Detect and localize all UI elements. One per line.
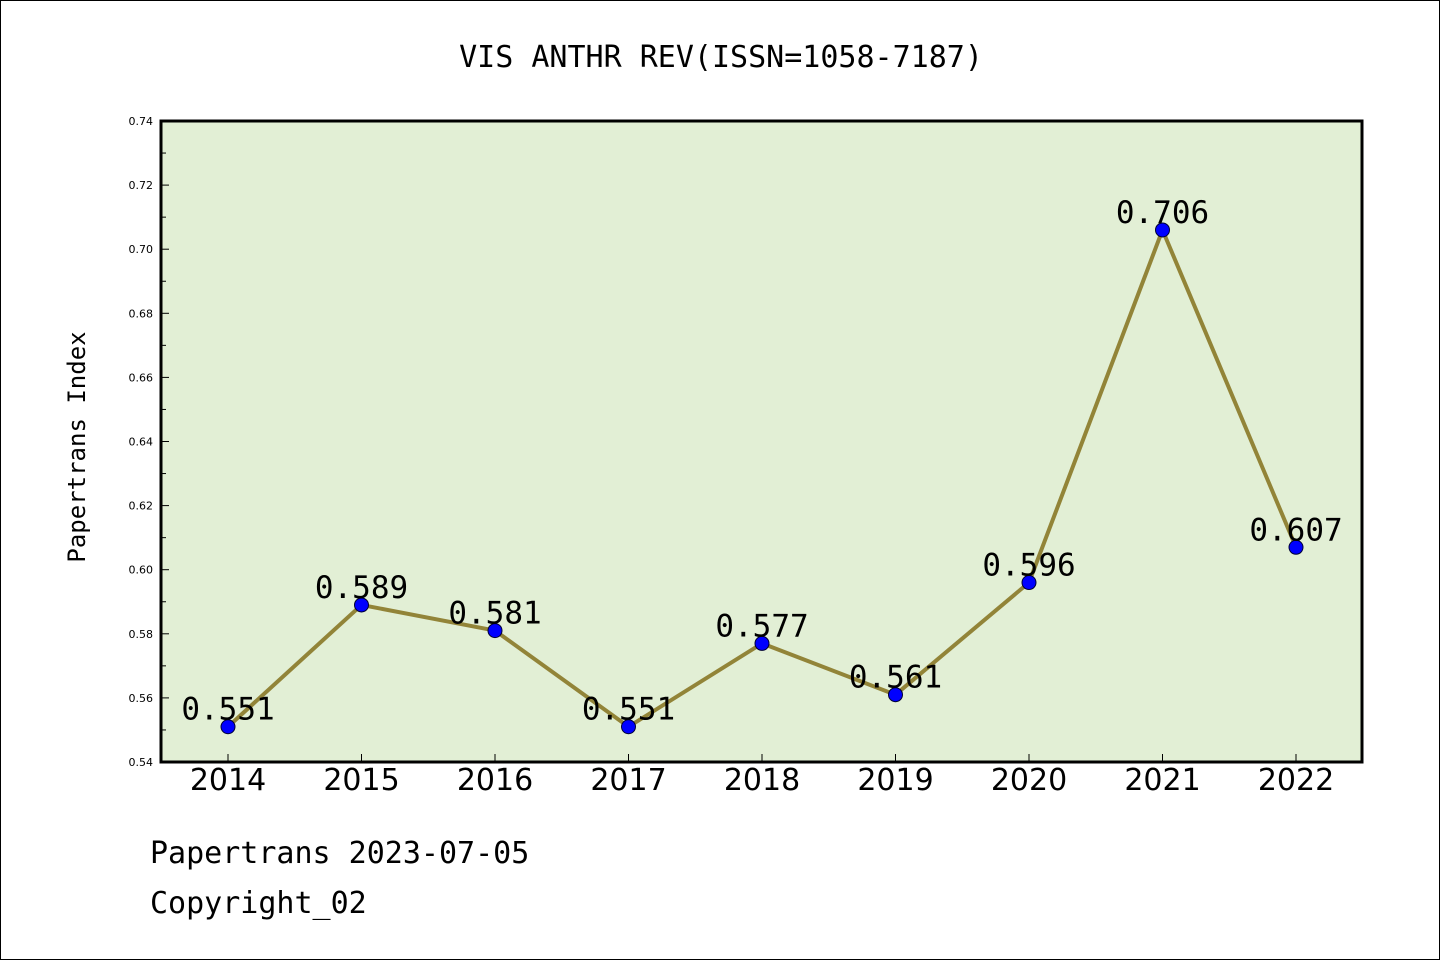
data-point	[754, 635, 770, 651]
x-tick-label: 2018	[724, 763, 800, 798]
data-label: 0.596	[982, 548, 1075, 584]
data-label: 0.561	[849, 660, 942, 696]
data-label: 0.577	[715, 608, 808, 644]
series-index	[220, 222, 1304, 735]
y-axis-label: Papertrans Index	[63, 331, 91, 562]
data-point	[354, 597, 369, 613]
y-tick-label: 0.54	[129, 756, 154, 769]
y-tick-label: 0.64	[129, 436, 154, 449]
y-tick-label: 0.68	[129, 307, 154, 320]
data-label: 0.551	[582, 692, 675, 728]
data-label: 0.706	[1116, 195, 1209, 231]
x-tick-label: 2021	[1124, 763, 1200, 798]
data-point	[220, 719, 236, 735]
x-tick-label: 2022	[1258, 763, 1334, 798]
data-point	[888, 687, 903, 703]
data-point	[1288, 539, 1304, 555]
x-axis: 2014 2015 2016 2017 2018 2019 2020 2021 2022	[190, 754, 1334, 798]
y-tick-label: 0.74	[129, 115, 154, 128]
footer-date: Papertrans 2023-07-05	[150, 836, 530, 871]
x-tick-label: 2017	[590, 763, 666, 798]
y-tick-label: 0.72	[129, 179, 154, 192]
y-tick-label: 0.62	[129, 500, 154, 513]
data-label: 0.551	[181, 692, 274, 728]
x-tick-label: 2015	[323, 763, 399, 798]
x-tick-label: 2014	[190, 763, 266, 798]
plot-frame	[159, 119, 1364, 764]
y-tick-label: 0.58	[129, 628, 154, 641]
x-tick-label: 2019	[857, 763, 933, 798]
data-point	[1155, 222, 1170, 238]
footer-copyright: Copyright_02	[150, 886, 367, 921]
x-tick-label: 2020	[991, 763, 1067, 798]
data-label: 0.589	[315, 570, 408, 606]
y-tick-label: 0.60	[129, 564, 154, 577]
y-tick-label: 0.70	[129, 243, 154, 256]
data-labels: 0.551 0.589 0.581 0.551 0.577 0.561 0.596 0.706…	[181, 195, 1342, 728]
y-axis: 0.54 0.56 0.58 0.60 0.62 0.64 0.66 0.68 0.70 0.72…	[129, 115, 169, 769]
chart-title: VIS ANTHR REV(ISSN=1058-7187)	[459, 40, 983, 75]
data-label: 0.607	[1249, 512, 1342, 548]
y-tick-label: 0.56	[129, 692, 154, 705]
data-point	[621, 719, 636, 735]
data-point	[1021, 575, 1037, 591]
data-label: 0.581	[448, 596, 541, 632]
data-point	[487, 623, 503, 639]
x-tick-label: 2016	[457, 763, 533, 798]
y-tick-label: 0.66	[129, 371, 154, 384]
